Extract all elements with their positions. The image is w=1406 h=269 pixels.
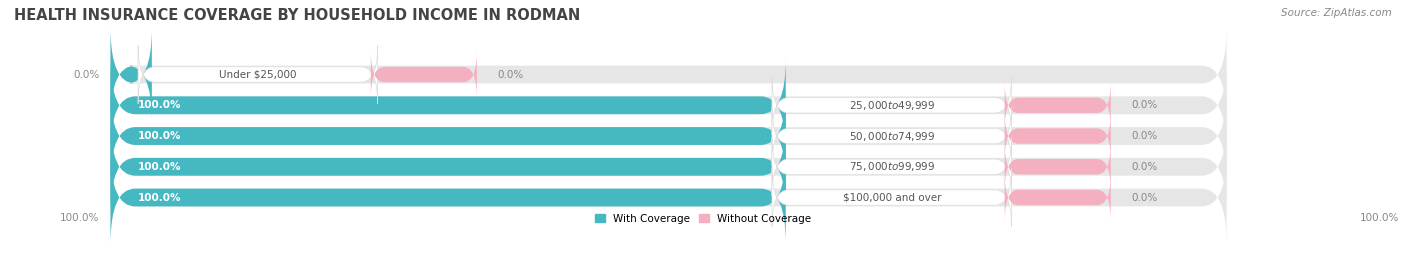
Text: 100.0%: 100.0% [1360, 213, 1399, 224]
Text: 0.0%: 0.0% [1132, 131, 1157, 141]
FancyBboxPatch shape [111, 90, 1226, 182]
Text: 100.0%: 100.0% [60, 213, 100, 224]
Text: 100.0%: 100.0% [138, 100, 181, 110]
FancyBboxPatch shape [1005, 82, 1111, 128]
FancyBboxPatch shape [111, 28, 1226, 121]
FancyBboxPatch shape [111, 59, 1226, 152]
Text: 0.0%: 0.0% [1132, 100, 1157, 110]
Text: $75,000 to $99,999: $75,000 to $99,999 [849, 160, 935, 173]
FancyBboxPatch shape [772, 168, 1011, 227]
FancyBboxPatch shape [1005, 175, 1111, 221]
FancyBboxPatch shape [772, 107, 1011, 165]
FancyBboxPatch shape [772, 137, 1011, 196]
FancyBboxPatch shape [772, 76, 1011, 134]
Text: 100.0%: 100.0% [138, 131, 181, 141]
Text: 0.0%: 0.0% [1132, 162, 1157, 172]
FancyBboxPatch shape [111, 151, 786, 244]
Legend: With Coverage, Without Coverage: With Coverage, Without Coverage [595, 214, 811, 224]
FancyBboxPatch shape [111, 90, 786, 182]
Text: 100.0%: 100.0% [138, 162, 181, 172]
FancyBboxPatch shape [111, 59, 786, 152]
Text: $100,000 and over: $100,000 and over [842, 193, 941, 203]
Text: $25,000 to $49,999: $25,000 to $49,999 [849, 99, 935, 112]
FancyBboxPatch shape [1005, 144, 1111, 190]
Text: 0.0%: 0.0% [498, 70, 524, 80]
Text: 0.0%: 0.0% [73, 70, 100, 80]
Text: HEALTH INSURANCE COVERAGE BY HOUSEHOLD INCOME IN RODMAN: HEALTH INSURANCE COVERAGE BY HOUSEHOLD I… [14, 8, 581, 23]
FancyBboxPatch shape [1005, 113, 1111, 159]
Text: 100.0%: 100.0% [138, 193, 181, 203]
FancyBboxPatch shape [371, 51, 477, 98]
FancyBboxPatch shape [138, 45, 378, 104]
Text: Under $25,000: Under $25,000 [219, 70, 297, 80]
Text: Source: ZipAtlas.com: Source: ZipAtlas.com [1281, 8, 1392, 18]
FancyBboxPatch shape [111, 151, 1226, 244]
Text: $50,000 to $74,999: $50,000 to $74,999 [849, 130, 935, 143]
FancyBboxPatch shape [111, 28, 152, 121]
FancyBboxPatch shape [111, 120, 786, 213]
Text: 0.0%: 0.0% [1132, 193, 1157, 203]
FancyBboxPatch shape [111, 120, 1226, 213]
